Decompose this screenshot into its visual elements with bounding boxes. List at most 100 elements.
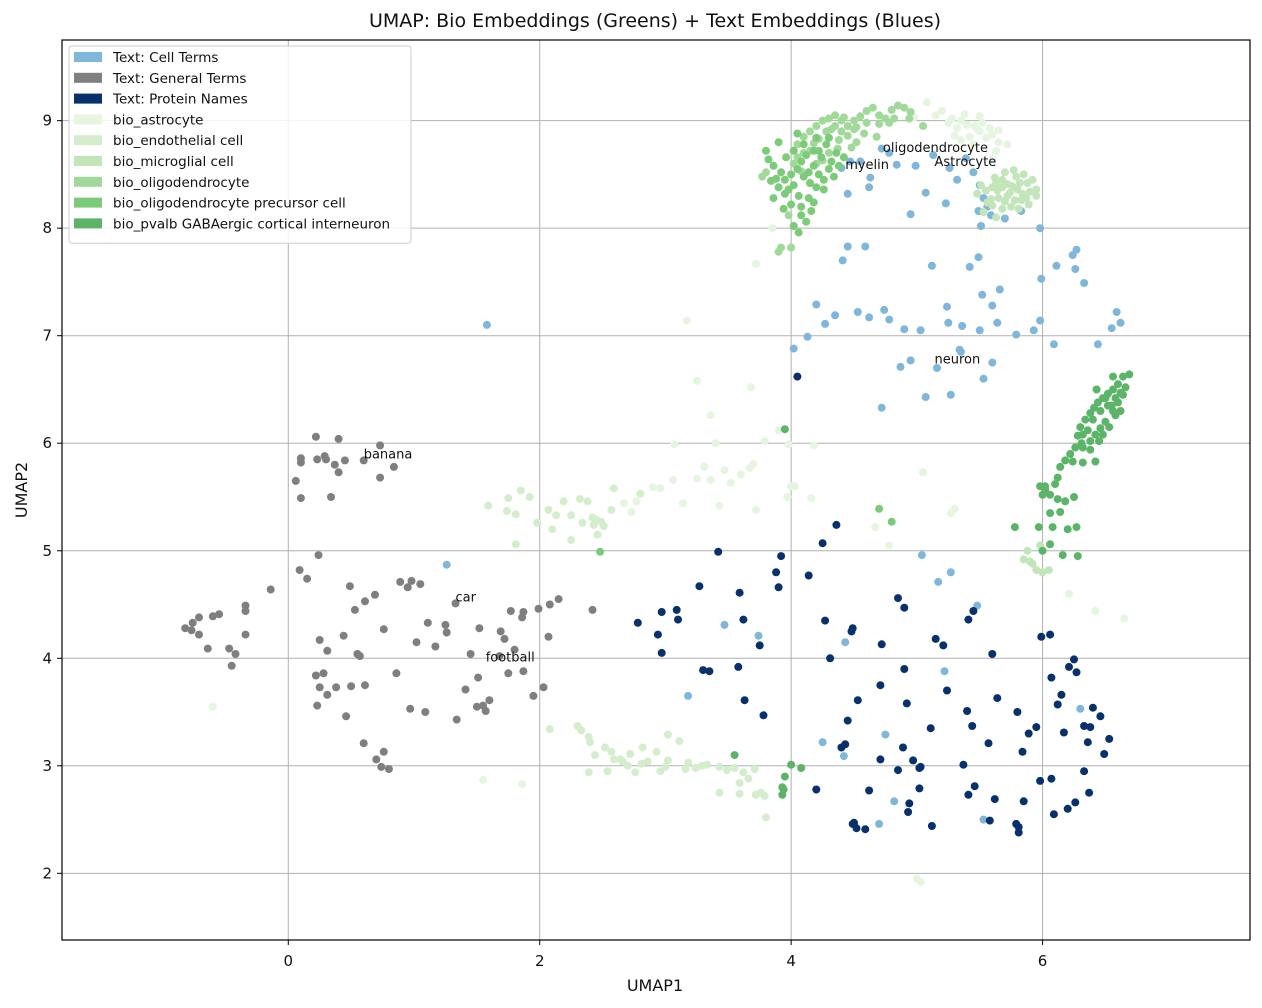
data-point bbox=[1019, 797, 1028, 806]
data-point bbox=[950, 504, 959, 513]
data-point bbox=[379, 625, 388, 634]
data-point bbox=[953, 175, 962, 184]
data-point bbox=[887, 105, 896, 114]
data-point bbox=[372, 755, 381, 764]
data-point bbox=[187, 626, 196, 635]
data-point bbox=[1061, 497, 1070, 506]
data-point bbox=[946, 568, 955, 577]
data-point bbox=[812, 183, 821, 192]
data-point bbox=[726, 479, 735, 487]
data-point bbox=[965, 262, 974, 271]
data-point bbox=[774, 247, 783, 256]
data-point bbox=[1070, 493, 1078, 501]
x-axis-title: UMAP1 bbox=[627, 976, 683, 995]
data-point bbox=[799, 140, 808, 149]
data-point bbox=[767, 176, 775, 185]
data-point bbox=[843, 131, 852, 140]
data-point bbox=[985, 124, 994, 133]
data-point bbox=[636, 489, 645, 498]
data-point bbox=[461, 685, 470, 694]
data-point bbox=[552, 511, 561, 520]
data-point bbox=[754, 631, 763, 640]
data-point bbox=[945, 164, 954, 172]
data-point bbox=[916, 877, 925, 886]
data-point bbox=[702, 760, 711, 769]
data-point bbox=[906, 356, 915, 365]
data-point bbox=[1092, 385, 1101, 394]
data-point bbox=[1076, 423, 1085, 432]
data-point bbox=[684, 691, 693, 700]
data-point bbox=[723, 766, 731, 775]
data-point bbox=[787, 243, 796, 252]
data-point bbox=[832, 520, 841, 529]
annotation-label: oligodendrocyte bbox=[883, 141, 988, 156]
data-point bbox=[545, 600, 554, 609]
y-tick-label: 8 bbox=[42, 219, 52, 237]
data-point bbox=[1038, 568, 1047, 577]
data-point bbox=[838, 256, 847, 265]
data-point bbox=[669, 475, 677, 484]
data-point bbox=[215, 610, 224, 619]
data-point bbox=[1107, 401, 1116, 410]
data-point bbox=[988, 130, 997, 139]
data-point bbox=[412, 638, 421, 647]
data-point bbox=[846, 157, 855, 166]
data-point bbox=[319, 669, 328, 678]
data-point bbox=[877, 403, 886, 412]
data-point bbox=[894, 594, 902, 603]
data-point bbox=[315, 683, 324, 692]
data-point bbox=[706, 475, 715, 484]
data-point bbox=[1066, 450, 1075, 458]
data-point bbox=[868, 103, 877, 112]
data-point bbox=[906, 108, 915, 116]
data-point bbox=[887, 517, 896, 526]
data-point bbox=[961, 154, 970, 163]
legend-swatch bbox=[74, 52, 102, 62]
data-point bbox=[347, 682, 356, 691]
data-point bbox=[1036, 316, 1045, 325]
data-point bbox=[929, 151, 938, 160]
data-point bbox=[706, 411, 715, 420]
x-tick-label: 4 bbox=[786, 952, 796, 970]
data-point bbox=[774, 426, 783, 435]
data-point bbox=[824, 133, 833, 142]
series-7 bbox=[596, 129, 896, 556]
data-point bbox=[885, 315, 894, 324]
data-point bbox=[862, 107, 871, 115]
data-point bbox=[736, 470, 745, 479]
data-point bbox=[1032, 723, 1041, 732]
data-point bbox=[1037, 274, 1046, 283]
data-point bbox=[1049, 810, 1058, 819]
data-point bbox=[1071, 798, 1080, 807]
y-axis-title: UMAP2 bbox=[12, 462, 31, 518]
data-point bbox=[789, 344, 798, 353]
data-point bbox=[1028, 175, 1037, 184]
data-point bbox=[511, 510, 520, 519]
data-point bbox=[892, 160, 901, 169]
data-point bbox=[877, 144, 886, 153]
legend-label: bio_oligodendrocyte precursor cell bbox=[113, 196, 346, 212]
data-point bbox=[1063, 804, 1072, 813]
data-point bbox=[806, 179, 814, 187]
data-point bbox=[894, 101, 902, 110]
data-point bbox=[1068, 457, 1077, 466]
data-point bbox=[519, 667, 528, 676]
data-point bbox=[919, 122, 928, 130]
data-point bbox=[784, 440, 793, 449]
data-point bbox=[1038, 546, 1047, 555]
data-point bbox=[797, 202, 806, 211]
data-point bbox=[817, 153, 826, 162]
annotation-label: car bbox=[456, 590, 477, 605]
data-point bbox=[1096, 712, 1105, 721]
data-point bbox=[963, 707, 972, 715]
data-point bbox=[241, 630, 250, 639]
data-point bbox=[964, 615, 973, 624]
data-point bbox=[1078, 458, 1087, 467]
data-point bbox=[941, 199, 950, 208]
data-point bbox=[876, 755, 885, 764]
data-point bbox=[818, 738, 827, 747]
data-point bbox=[623, 761, 632, 770]
data-point bbox=[619, 499, 628, 508]
point-annotations: banana car football oligodendrocyteAstrocyt… bbox=[364, 141, 997, 666]
data-point bbox=[789, 146, 798, 155]
